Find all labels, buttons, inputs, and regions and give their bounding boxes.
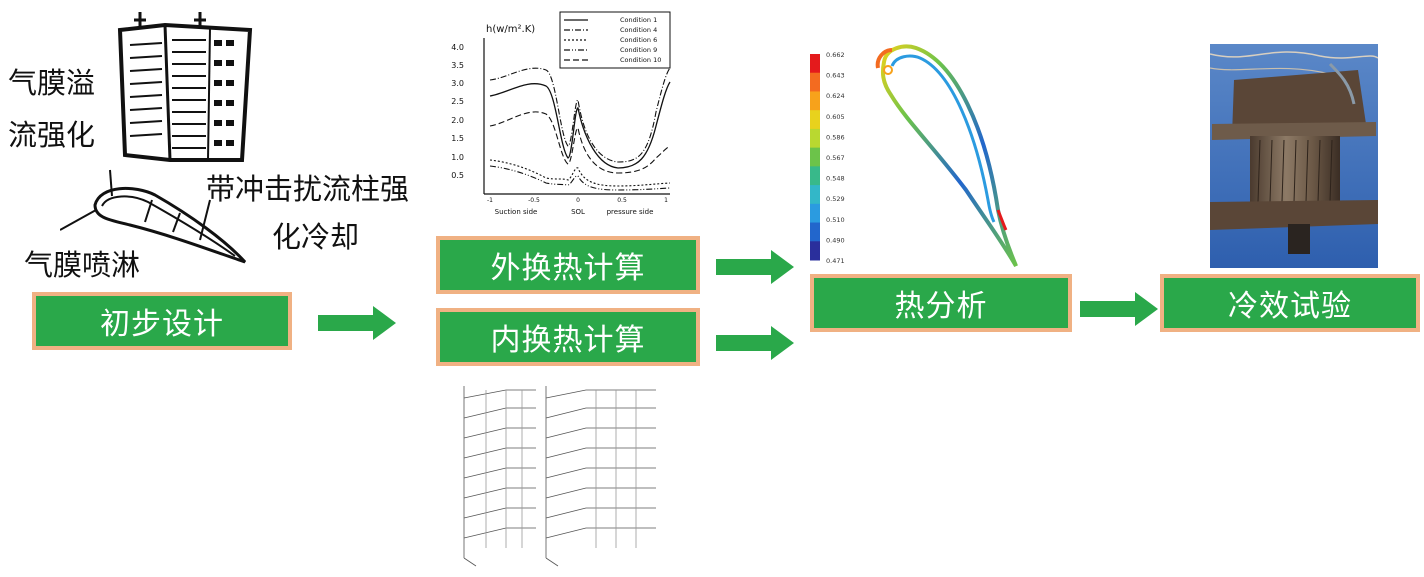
colorbar-segment xyxy=(810,54,820,74)
colorbar-segment xyxy=(810,91,820,111)
arrow-thermal-to-test xyxy=(1080,292,1158,326)
x-tick: -0.5 xyxy=(528,197,540,204)
stage-cooling-test: 冷效试验 xyxy=(1160,274,1420,332)
colorbar-label: 0.643 xyxy=(826,72,845,80)
colorbar-label: 0.490 xyxy=(826,236,845,244)
colorbar-label: 0.624 xyxy=(826,92,845,100)
stage-internal-htc: 内换热计算 xyxy=(436,308,700,366)
x-tick: -1 xyxy=(487,197,493,204)
x-label-pressure: pressure side xyxy=(607,208,654,216)
y-tick: 0.5 xyxy=(451,171,464,180)
series-line xyxy=(489,159,671,187)
colorbar-label: 0.567 xyxy=(826,154,845,162)
colorbar-segment xyxy=(810,72,820,92)
colorbar-segment xyxy=(810,185,820,205)
cooling-structure-sketch xyxy=(117,12,253,162)
legend-entry: Condition 4 xyxy=(620,26,657,34)
flow-network-sketch xyxy=(463,386,656,567)
colorbar-segment xyxy=(810,110,820,130)
stage-initial-design: 初步设计 xyxy=(32,292,292,350)
y-tick: 2.5 xyxy=(451,97,464,106)
htc-chart: h(w/m².K) Condition 1 Condition 4 Condit… xyxy=(451,11,671,216)
x-tick: 0.5 xyxy=(617,197,627,204)
x-label-suction: Suction side xyxy=(495,208,538,216)
colorbar: 0.662 0.643 0.624 0.605 0.586 0.567 0.548 0.529… xyxy=(810,51,845,265)
colorbar-label: 0.586 xyxy=(826,133,845,141)
y-tick: 4.0 xyxy=(451,43,464,52)
colorbar-segment xyxy=(810,128,820,149)
colorbar-segment xyxy=(810,147,820,167)
htc-chart-ylabel: h(w/m².K) xyxy=(486,24,535,35)
arrow-internal-to-thermal xyxy=(716,326,794,360)
colorbar-label: 0.548 xyxy=(826,175,845,183)
colorbar-segment xyxy=(810,203,820,224)
series-line xyxy=(489,111,671,174)
x-label-sol: SOL xyxy=(571,208,585,216)
colorbar-segment xyxy=(810,222,820,242)
colorbar-label: 0.510 xyxy=(826,216,845,224)
x-tick: 1 xyxy=(664,197,668,204)
legend-entry: Condition 9 xyxy=(620,46,657,54)
series-line xyxy=(489,81,671,169)
colorbar-label: 0.605 xyxy=(826,113,845,121)
colorbar-label: 0.471 xyxy=(826,257,845,265)
airfoil-section-sketch xyxy=(60,169,247,264)
temperature-contour-airfoil xyxy=(875,44,1018,267)
y-tick: 1.5 xyxy=(451,134,464,143)
colorbar-segment xyxy=(810,241,820,261)
series-line xyxy=(489,165,671,191)
x-tick: 0 xyxy=(576,197,580,204)
stage-thermal-analysis: 热分析 xyxy=(810,274,1072,332)
annotation-film-overflow-line2: 流强化 xyxy=(8,118,96,152)
annotation-film-overflow-line1: 气膜溢 xyxy=(8,66,96,100)
y-tick: 3.0 xyxy=(451,79,464,88)
colorbar-label: 0.529 xyxy=(826,195,845,203)
stage-external-htc: 外换热计算 xyxy=(436,236,700,294)
arrow-design-to-htc xyxy=(318,306,396,340)
annotation-film-shower: 气膜喷淋 xyxy=(24,248,141,282)
y-tick: 2.0 xyxy=(451,116,464,125)
annotation-impingement-line1: 带冲击扰流柱强 xyxy=(206,172,410,206)
htc-chart-legend xyxy=(559,11,671,69)
legend-entry: Condition 1 xyxy=(620,16,657,24)
y-tick: 1.0 xyxy=(451,153,464,162)
legend-entry: Condition 10 xyxy=(620,56,661,64)
colorbar-label: 0.662 xyxy=(826,51,845,59)
arrow-external-to-thermal xyxy=(716,250,794,284)
cooling-test-photo xyxy=(1210,44,1378,268)
y-tick: 3.5 xyxy=(451,61,464,70)
colorbar-segment xyxy=(810,166,820,186)
legend-entry: Condition 6 xyxy=(620,36,657,44)
series-line xyxy=(489,67,671,163)
annotation-impingement-line2: 化冷却 xyxy=(272,220,360,254)
